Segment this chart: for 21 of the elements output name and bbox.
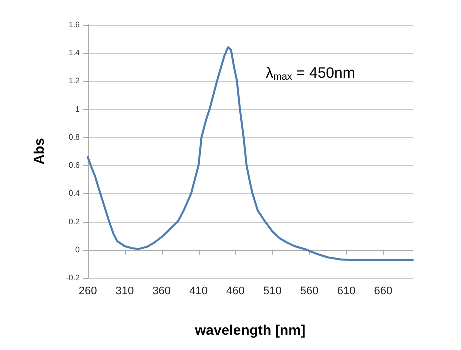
x-axis-title: wavelength [nm] (194, 322, 306, 338)
y-tick-label: 1.2 (68, 76, 81, 86)
y-tick-label: 0.4 (68, 189, 81, 198)
x-tick-label: 260 (78, 286, 98, 298)
y-tick-label: 1 (76, 104, 81, 114)
x-tick-label: 410 (190, 286, 208, 298)
y-axis-title: Abs (31, 138, 47, 165)
x-tick-label: 460 (226, 286, 245, 298)
y-tick-label: -0.2 (66, 274, 81, 282)
y-tick-label: 1.4 (68, 48, 81, 58)
x-tick-label: 360 (152, 286, 172, 298)
y-tick-label: 0 (76, 245, 81, 254)
x-tick-label: 610 (337, 286, 356, 298)
y-tick-label: 0.8 (68, 132, 81, 142)
x-tick-label: 310 (116, 286, 134, 298)
x-tick-label: 510 (263, 286, 282, 298)
x-tick-label: 660 (374, 286, 393, 298)
y-tick-label: 1.6 (68, 20, 81, 30)
x-tick-label: 560 (300, 286, 319, 298)
y-tick-label: 0.6 (68, 161, 81, 170)
y-tick-label: 0.2 (68, 217, 81, 226)
